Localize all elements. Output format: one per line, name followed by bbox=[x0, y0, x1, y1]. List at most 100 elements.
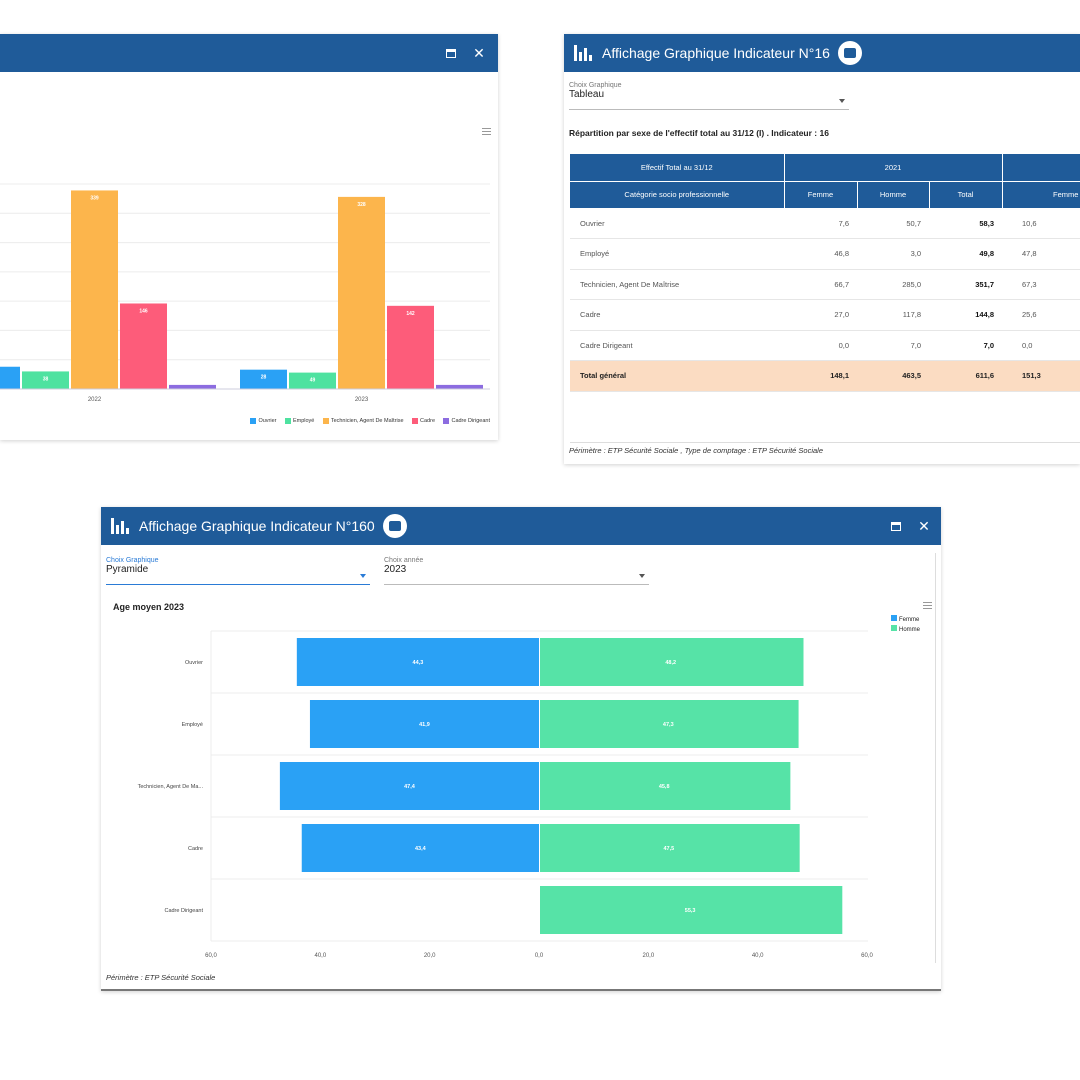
table-header-row: Effectif Total au 31/12 2021 bbox=[570, 154, 1080, 182]
x-tick-label: 20,0 bbox=[424, 953, 436, 959]
bar-technicien-agent-de-ma-trise bbox=[338, 196, 385, 389]
table-header-cell: Total bbox=[929, 181, 1003, 209]
table-cell: 151,3 bbox=[1002, 360, 1080, 392]
legend-homme[interactable]: Homme bbox=[891, 625, 920, 635]
table-row: Cadre Dirigeant 0,0 7,0 7,0 0,0 bbox=[570, 330, 1080, 361]
y-category-label: Cadre Dirigeant bbox=[164, 908, 203, 914]
close-icon: ✕ bbox=[473, 44, 485, 61]
bar-chart-logo-icon bbox=[574, 45, 594, 61]
chevron-down-icon bbox=[639, 574, 645, 578]
table-cell: 0,0 bbox=[1002, 330, 1080, 361]
table-header-cell: Homme bbox=[857, 181, 930, 209]
bar-data-label: 49 bbox=[310, 378, 316, 384]
chart-legend: Ouvrier Employé Technicien, Agent De Maî… bbox=[190, 411, 490, 429]
bar-employ- bbox=[22, 371, 69, 389]
bar-data-label: 38 bbox=[43, 376, 49, 382]
table-cell: 7,0 bbox=[857, 330, 929, 361]
bar-homme bbox=[540, 886, 843, 934]
window-title: Affichage Graphique Indicateur N°160 bbox=[139, 518, 375, 534]
x-tick-label: 20,0 bbox=[642, 953, 654, 959]
choix-graphique-select[interactable]: Choix Graphique Tableau bbox=[569, 82, 849, 110]
legend-swatch bbox=[891, 625, 897, 631]
help-icon[interactable] bbox=[837, 41, 862, 65]
maximize-icon bbox=[891, 521, 901, 531]
maximize-button[interactable] bbox=[438, 34, 464, 72]
table-cell: 10,6 bbox=[1002, 208, 1080, 239]
table-cell: 25,6 bbox=[1002, 299, 1080, 331]
bar-data-label: 47,4 bbox=[404, 784, 416, 790]
legend-employe[interactable]: Employé bbox=[284, 418, 314, 424]
legend-technicien[interactable]: Technicien, Agent De Maîtrise bbox=[322, 418, 404, 424]
table-cell: 117,8 bbox=[857, 299, 929, 331]
x-tick-label: 40,0 bbox=[314, 953, 326, 959]
pyramid-chart-age: 60,0 40,0 20,0 0,0 20,0 40,0 60,0 Ouvrier 44,3 48… bbox=[138, 630, 873, 959]
effectif-table: Effectif Total au 31/12 2021 Catégorie s… bbox=[570, 154, 1080, 392]
bar-data-label: 45,8 bbox=[659, 784, 670, 790]
chart-legend: Femme Homme bbox=[891, 615, 920, 635]
legend-femme[interactable]: Femme bbox=[891, 615, 920, 625]
perimetre-text: Périmètre : ETP Sécurité Sociale , Type … bbox=[569, 446, 824, 455]
table-header-cell bbox=[1002, 154, 1080, 182]
table-cell: 67,3 bbox=[1002, 269, 1080, 300]
bar-cadre-dirigeant bbox=[436, 384, 483, 389]
table-cell: Employé bbox=[570, 238, 784, 270]
x-tick-label: 60,0 bbox=[861, 953, 873, 959]
bar-data-label: 55,3 bbox=[685, 908, 696, 914]
window-titlebar: Affichage Graphique Indicateur N°16 bbox=[564, 34, 1080, 72]
table-row: Ouvrier 7,6 50,7 58,3 10,6 bbox=[570, 208, 1080, 239]
table-subtitle: Répartition par sexe de l'effectif total… bbox=[569, 128, 829, 138]
table-header-cell: Catégorie socio professionnelle bbox=[570, 181, 785, 209]
bar-data-label: 47,3 bbox=[663, 722, 674, 728]
legend-ouvrier[interactable]: Ouvrier bbox=[250, 418, 277, 424]
choix-graphique-select[interactable]: Choix Graphique Pyramide bbox=[106, 557, 370, 585]
bar-data-label: 44,3 bbox=[413, 660, 424, 666]
bar-data-label: 28 bbox=[261, 375, 267, 381]
maximize-button[interactable] bbox=[883, 507, 909, 545]
chart-divider bbox=[935, 553, 936, 963]
table-row: Technicien, Agent De Maîtrise 66,7 285,0… bbox=[570, 269, 1080, 300]
chevron-down-icon bbox=[360, 574, 366, 578]
perimetre-text: Périmètre : ETP Sécurité Sociale bbox=[106, 973, 216, 982]
table-cell: Ouvrier bbox=[570, 208, 784, 239]
window-indicator-160: Affichage Graphique Indicateur N°160 ✕ C… bbox=[101, 507, 941, 991]
bar-chart-logo-icon bbox=[111, 518, 131, 534]
bar-technicien-agent-de-ma-trise bbox=[71, 190, 118, 389]
bar-femme bbox=[301, 824, 539, 872]
y-category-label: Technicien, Agent De Ma... bbox=[138, 784, 204, 790]
table-row: Cadre 27,0 117,8 144,8 25,6 bbox=[570, 299, 1080, 331]
window-titlebar: Affichage Graphique Indicateur N°160 ✕ bbox=[101, 507, 941, 545]
legend-cadre[interactable]: Cadre bbox=[412, 418, 435, 424]
legend-swatch bbox=[891, 615, 897, 621]
table-total-row: Total général 148,1 463,5 611,6 151,3 bbox=[570, 360, 1080, 392]
legend-swatch bbox=[412, 418, 419, 424]
bar-cadre-dirigeant bbox=[169, 384, 216, 389]
legend-swatch bbox=[322, 418, 329, 424]
table-cell: 46,8 bbox=[784, 238, 857, 270]
legend-cadre-dirigeant[interactable]: Cadre Dirigeant bbox=[443, 418, 490, 424]
chart-menu-icon[interactable] bbox=[482, 128, 491, 135]
chart-title: Age moyen 2023 bbox=[113, 602, 185, 612]
window-indicator-16: Affichage Graphique Indicateur N°16 Choi… bbox=[564, 34, 1080, 464]
table-footer-divider bbox=[570, 442, 1080, 443]
table-cell: 27,0 bbox=[784, 299, 857, 331]
help-icon[interactable] bbox=[382, 514, 407, 538]
close-icon: ✕ bbox=[918, 517, 930, 534]
table-row: Employé 46,8 3,0 49,8 47,8 bbox=[570, 238, 1080, 270]
close-button[interactable]: ✕ bbox=[466, 34, 492, 72]
bar-data-label: 43,4 bbox=[415, 846, 427, 852]
bar-ouvrier bbox=[240, 369, 287, 389]
bar-cadre bbox=[387, 305, 434, 389]
table-cell: 144,8 bbox=[929, 299, 1002, 331]
bar-data-label: 47,5 bbox=[663, 846, 674, 852]
close-button[interactable]: ✕ bbox=[911, 507, 937, 545]
table-cell: 148,1 bbox=[784, 360, 857, 392]
bar-ouvrier bbox=[0, 366, 20, 389]
legend-swatch bbox=[284, 418, 291, 424]
chart-menu-icon[interactable] bbox=[923, 602, 932, 609]
table-cell: 66,7 bbox=[784, 269, 857, 300]
table-header-cell: Femme bbox=[1002, 181, 1080, 209]
table-cell: 3,0 bbox=[857, 238, 929, 270]
table-cell: Cadre bbox=[570, 299, 784, 331]
table-cell: 47,8 bbox=[1002, 238, 1080, 270]
choix-annee-select[interactable]: Choix année 2023 bbox=[384, 557, 649, 585]
